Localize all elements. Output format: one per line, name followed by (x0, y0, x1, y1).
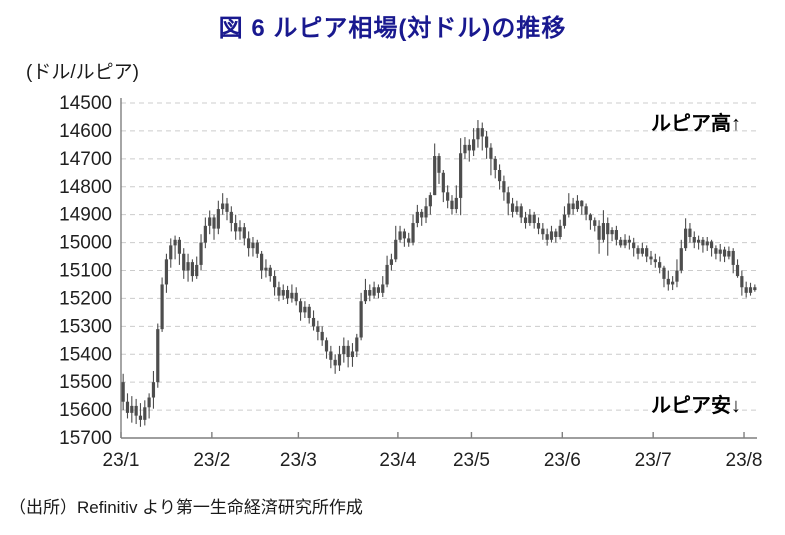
svg-text:15500: 15500 (59, 372, 112, 393)
svg-text:15700: 15700 (59, 428, 112, 449)
annotation-rupiah-low: ルピア安↓ (651, 395, 741, 417)
svg-text:23/5: 23/5 (453, 450, 490, 471)
svg-text:23/8: 23/8 (726, 450, 763, 471)
svg-text:23/4: 23/4 (379, 450, 416, 471)
svg-text:15000: 15000 (59, 233, 112, 254)
svg-text:23/6: 23/6 (544, 450, 581, 471)
svg-text:23/7: 23/7 (635, 450, 672, 471)
svg-text:15100: 15100 (59, 261, 112, 282)
svg-text:15300: 15300 (59, 316, 112, 337)
chart-title: 図 6 ルピア相場(対ドル)の推移 (218, 15, 567, 42)
svg-text:14900: 14900 (59, 205, 112, 226)
svg-text:23/3: 23/3 (280, 450, 317, 471)
svg-text:14800: 14800 (59, 177, 112, 198)
y-axis-unit-label: (ドル/ルピア) (26, 62, 139, 83)
annotation-rupiah-high: ルピア高↑ (651, 113, 741, 135)
svg-text:14500: 14500 (59, 93, 112, 114)
svg-text:15400: 15400 (59, 344, 112, 365)
svg-text:15200: 15200 (59, 288, 112, 309)
svg-text:23/1: 23/1 (103, 450, 140, 471)
svg-text:23/2: 23/2 (193, 450, 230, 471)
source-note: （出所）Refinitiv より第一生命経済研究所作成 (9, 498, 363, 517)
svg-text:14600: 14600 (59, 121, 112, 142)
svg-text:14700: 14700 (59, 149, 112, 170)
svg-text:15600: 15600 (59, 400, 112, 421)
